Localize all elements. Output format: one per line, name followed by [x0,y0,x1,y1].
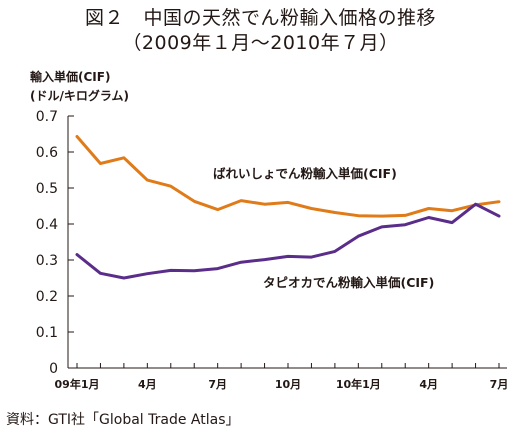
source-note: 資料：GTI社「Global Trade Atlas」 [6,412,240,428]
tapioca-series-label: タピオカでん粉輸入単価(CIF) [263,275,434,290]
x-tick-label: 7月 [208,378,227,391]
y-tick-label: 0.7 [36,109,58,125]
tapioca-series-line [75,202,501,280]
y-tick-label: 0.2 [36,289,58,305]
x-tick-label: 7月 [490,378,509,391]
x-tick-label: 4月 [419,378,438,391]
y-tick-label: 0.6 [36,145,58,161]
y-tick-label: 0.3 [36,253,58,269]
y-tick-label: 0.1 [36,325,58,341]
potato-series-label: ばれいしょでん粉輸入単価(CIF) [213,166,397,181]
y-axis-label: 輸入単価(CIF) [30,70,111,84]
chart-subtitle: （2009年１月〜2010年７月） [122,32,399,54]
x-tick-label: 10年1月 [336,377,381,391]
chart-title: 図２ 中国の天然でん粉輸入価格の推移 [84,7,436,29]
x-tick-label: 10月 [275,378,301,391]
x-tick-label: 09年1月 [55,377,100,391]
y-tick-label: 0 [49,361,58,377]
y-axis-unit-label: (ドル/キログラム) [30,89,129,103]
x-tick-label: 4月 [138,378,157,391]
potato-series-line [75,135,501,218]
y-tick-label: 0.5 [36,181,58,197]
y-tick-label: 0.4 [36,217,58,233]
